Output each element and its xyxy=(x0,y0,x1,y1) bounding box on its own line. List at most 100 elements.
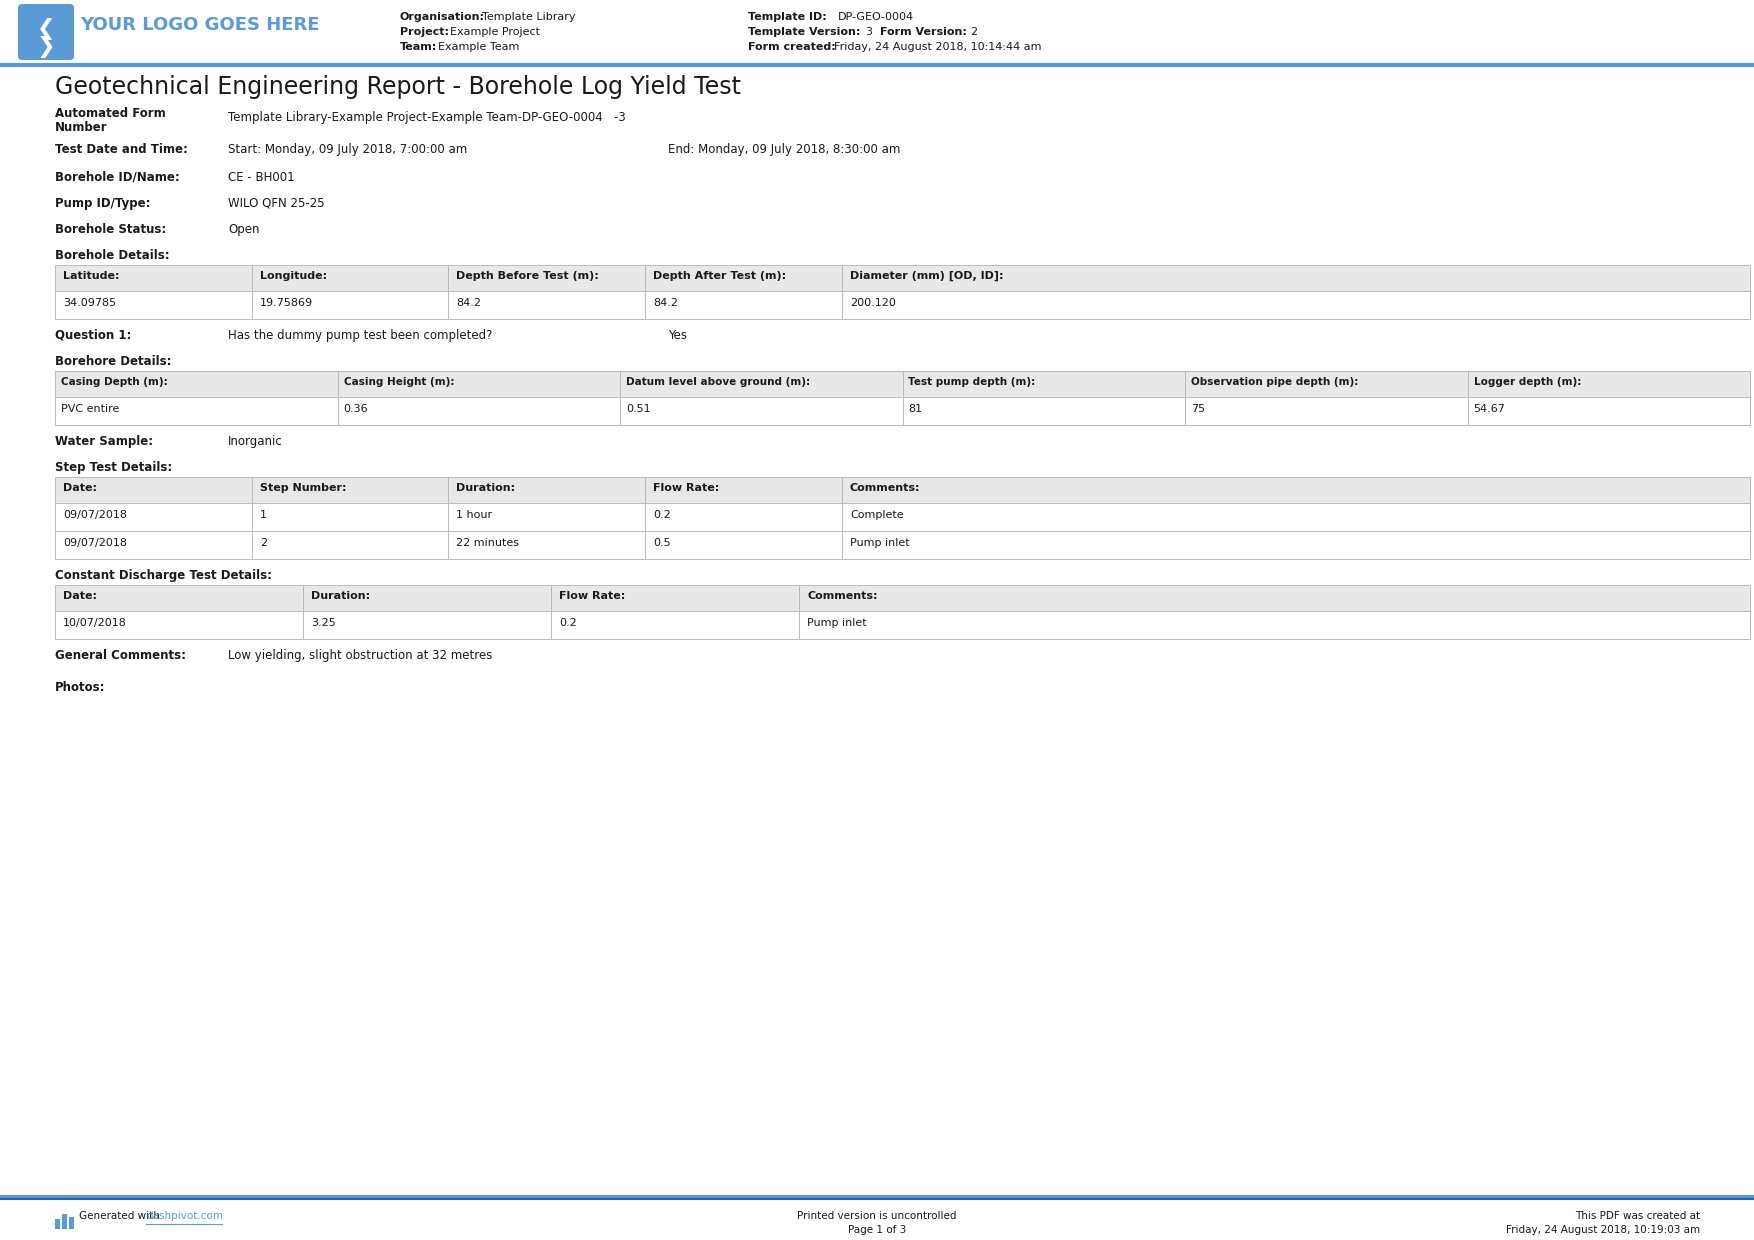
Text: Step Test Details:: Step Test Details: xyxy=(54,461,172,474)
Text: Pump inlet: Pump inlet xyxy=(807,618,866,627)
Text: Open: Open xyxy=(228,223,260,236)
Text: ❯: ❯ xyxy=(37,36,56,58)
Bar xyxy=(303,611,551,639)
Text: Project:: Project: xyxy=(400,27,449,37)
Text: Duration:: Duration: xyxy=(310,591,370,601)
Bar xyxy=(447,265,645,291)
Bar xyxy=(54,1219,60,1229)
Text: Example Project: Example Project xyxy=(451,27,540,37)
Bar xyxy=(800,611,1750,639)
Bar xyxy=(54,397,337,425)
Text: Form Version:: Form Version: xyxy=(881,27,966,37)
Text: Longitude:: Longitude: xyxy=(260,272,328,281)
Bar xyxy=(645,291,842,319)
Text: 81: 81 xyxy=(909,404,923,414)
Bar xyxy=(551,585,800,611)
Bar xyxy=(903,371,1186,397)
Text: Complete: Complete xyxy=(851,510,903,520)
Text: Printed version is uncontrolled: Printed version is uncontrolled xyxy=(798,1211,956,1221)
Bar xyxy=(619,397,903,425)
Text: Template Version:: Template Version: xyxy=(747,27,861,37)
Text: Borehole Details:: Borehole Details: xyxy=(54,249,170,262)
Bar xyxy=(842,477,1750,503)
Text: Observation pipe depth (m):: Observation pipe depth (m): xyxy=(1191,377,1358,387)
Text: 54.67: 54.67 xyxy=(1473,404,1505,414)
Text: 3.25: 3.25 xyxy=(310,618,335,627)
Bar xyxy=(61,1214,67,1229)
Text: 0.36: 0.36 xyxy=(344,404,368,414)
Text: 0.51: 0.51 xyxy=(626,404,651,414)
Text: 84.2: 84.2 xyxy=(652,298,679,308)
Text: Depth After Test (m):: Depth After Test (m): xyxy=(652,272,786,281)
Text: Automated Form: Automated Form xyxy=(54,107,165,120)
Text: Flow Rate:: Flow Rate: xyxy=(652,484,719,494)
Text: DP-GEO-0004: DP-GEO-0004 xyxy=(838,12,914,22)
Bar xyxy=(447,477,645,503)
Text: Comments:: Comments: xyxy=(851,484,921,494)
Text: Diameter (mm) [OD, ID]:: Diameter (mm) [OD, ID]: xyxy=(851,272,1003,281)
Text: Borehole ID/Name:: Borehole ID/Name: xyxy=(54,171,179,184)
Bar xyxy=(447,531,645,559)
Text: Casing Depth (m):: Casing Depth (m): xyxy=(61,377,168,387)
Text: 0.5: 0.5 xyxy=(652,538,670,548)
Text: Template ID:: Template ID: xyxy=(747,12,826,22)
Text: dashpivot.com: dashpivot.com xyxy=(146,1211,223,1221)
Text: 19.75869: 19.75869 xyxy=(260,298,314,308)
Text: Example Team: Example Team xyxy=(438,42,519,52)
Text: CE - BH001: CE - BH001 xyxy=(228,171,295,184)
Text: Duration:: Duration: xyxy=(456,484,516,494)
Text: Logger depth (m):: Logger depth (m): xyxy=(1473,377,1580,387)
Text: 2: 2 xyxy=(970,27,977,37)
Bar xyxy=(54,291,253,319)
Text: 09/07/2018: 09/07/2018 xyxy=(63,510,126,520)
Bar xyxy=(619,371,903,397)
Bar xyxy=(54,371,337,397)
Text: Constant Discharge Test Details:: Constant Discharge Test Details: xyxy=(54,569,272,582)
Text: Datum level above ground (m):: Datum level above ground (m): xyxy=(626,377,810,387)
Bar xyxy=(1186,397,1468,425)
Bar xyxy=(54,585,303,611)
Text: PVC entire: PVC entire xyxy=(61,404,119,414)
Text: Geotechnical Engineering Report - Borehole Log Yield Test: Geotechnical Engineering Report - Boreho… xyxy=(54,74,740,99)
Text: Page 1 of 3: Page 1 of 3 xyxy=(847,1225,907,1235)
Text: Borehore Details:: Borehore Details: xyxy=(54,355,172,368)
Text: 2: 2 xyxy=(260,538,267,548)
Bar xyxy=(903,397,1186,425)
Text: Start: Monday, 09 July 2018, 7:00:00 am: Start: Monday, 09 July 2018, 7:00:00 am xyxy=(228,143,467,156)
Bar xyxy=(54,477,253,503)
Bar xyxy=(337,397,619,425)
Text: Pump inlet: Pump inlet xyxy=(851,538,910,548)
Text: Depth Before Test (m):: Depth Before Test (m): xyxy=(456,272,598,281)
Text: WILO QFN 25-25: WILO QFN 25-25 xyxy=(228,197,324,210)
Text: YOUR LOGO GOES HERE: YOUR LOGO GOES HERE xyxy=(81,16,319,33)
Text: 1: 1 xyxy=(260,510,267,520)
Bar xyxy=(551,611,800,639)
FancyBboxPatch shape xyxy=(18,4,74,60)
Text: Yes: Yes xyxy=(668,329,688,342)
Text: 22 minutes: 22 minutes xyxy=(456,538,519,548)
Bar xyxy=(645,265,842,291)
Text: Water Sample:: Water Sample: xyxy=(54,435,153,448)
Text: Date:: Date: xyxy=(63,591,96,601)
Bar xyxy=(253,531,447,559)
Bar xyxy=(645,477,842,503)
Text: Test pump depth (m):: Test pump depth (m): xyxy=(909,377,1037,387)
Bar xyxy=(1468,397,1750,425)
Bar xyxy=(842,503,1750,531)
Bar xyxy=(253,291,447,319)
Text: Test Date and Time:: Test Date and Time: xyxy=(54,143,188,156)
Text: 75: 75 xyxy=(1191,404,1205,414)
Text: Has the dummy pump test been completed?: Has the dummy pump test been completed? xyxy=(228,329,493,342)
Bar xyxy=(447,291,645,319)
Text: ❮: ❮ xyxy=(37,19,56,40)
Bar xyxy=(303,585,551,611)
Text: 0.2: 0.2 xyxy=(652,510,670,520)
Bar xyxy=(1468,371,1750,397)
Text: 09/07/2018: 09/07/2018 xyxy=(63,538,126,548)
Text: 0.2: 0.2 xyxy=(560,618,577,627)
Bar xyxy=(253,503,447,531)
Text: Generated with: Generated with xyxy=(79,1211,163,1221)
Bar xyxy=(54,611,303,639)
Text: Question 1:: Question 1: xyxy=(54,329,132,342)
Bar xyxy=(54,531,253,559)
